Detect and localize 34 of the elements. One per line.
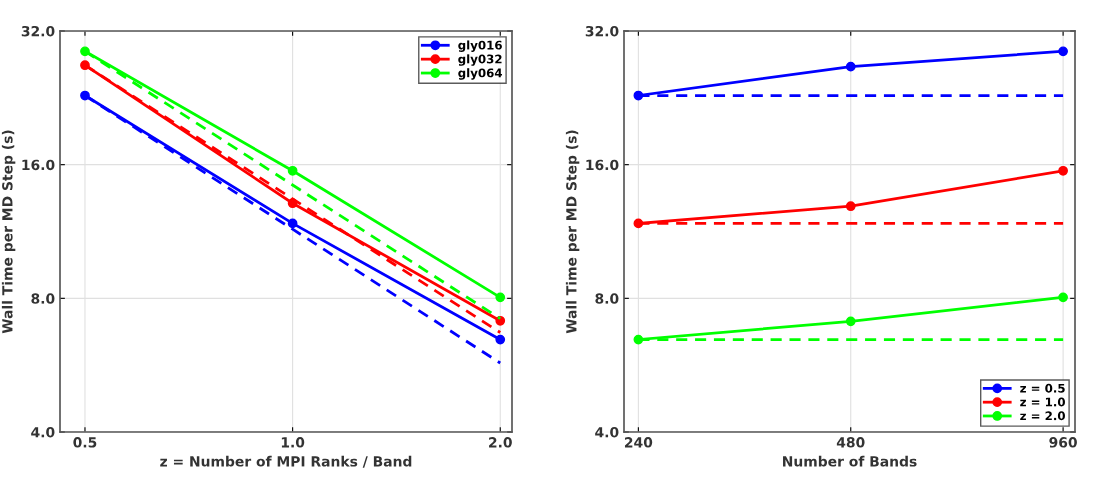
y-tick-label: 16.0 — [22, 159, 55, 171]
point — [287, 218, 298, 229]
y-axis-title: Wall Time per MD Step (s) — [1, 130, 16, 334]
x-tick-label: 480 — [836, 437, 865, 448]
point — [845, 316, 856, 327]
point — [495, 292, 506, 303]
y-tick-label: 8.0 — [31, 293, 55, 304]
y-tick-label: 32.0 — [21, 25, 55, 37]
y-tick-label: 16.0 — [586, 159, 619, 171]
point — [845, 61, 856, 72]
y-tick-label: 8.0 — [595, 293, 619, 304]
x-tick-label: 240 — [624, 437, 653, 448]
legend-label: z = 0.5 — [1020, 383, 1065, 393]
legend-label: gly016 — [458, 40, 502, 52]
y-tick-label: 4.0 — [31, 426, 55, 438]
legend-label: z = 1.0 — [1020, 397, 1065, 407]
x-tick-label: 2.0 — [489, 437, 512, 448]
legend-label: z = 2.0 — [1020, 411, 1065, 421]
y-tick-label: 32.0 — [585, 25, 619, 37]
legend-label: gly032 — [458, 54, 502, 66]
point — [1058, 165, 1068, 176]
x-tick-label: 0.5 — [73, 437, 97, 448]
y-axis-title: Wall Time per MD Step (s) — [565, 130, 580, 334]
legend-label: gly064 — [458, 68, 503, 80]
x-axis-title: z = Number of MPI Ranks / Band — [160, 455, 412, 468]
point — [1058, 46, 1068, 57]
x-tick-label: 1.0 — [281, 437, 305, 448]
y-tick-label: 4.0 — [595, 426, 619, 438]
point — [845, 201, 856, 212]
point — [1058, 292, 1068, 303]
x-tick-label: 960 — [1049, 437, 1077, 448]
point — [287, 165, 298, 176]
point — [495, 334, 506, 345]
x-axis-title: Number of Bands — [783, 455, 917, 467]
